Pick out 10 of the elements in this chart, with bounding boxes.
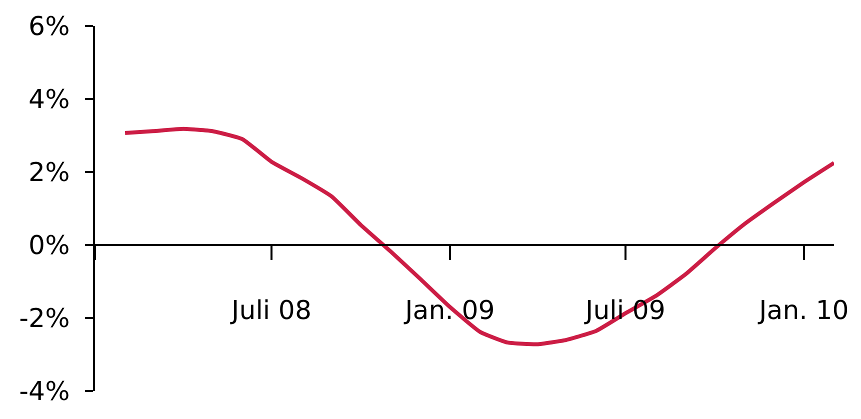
y-tick-label: -4% [19, 377, 70, 408]
y-tick-label: 6% [28, 12, 70, 42]
x-tick-label: Jan. 10 [757, 296, 849, 326]
y-tick-label: 0% [28, 231, 70, 262]
y-tick-label: 2% [28, 158, 70, 188]
x-tick-label: Jan. 09 [403, 296, 495, 326]
y-tick-label: -2% [19, 304, 70, 334]
x-tick-label: Juli 09 [584, 296, 666, 326]
x-tick-label: Juli 08 [230, 296, 312, 326]
y-tick-label: 4% [28, 85, 70, 116]
